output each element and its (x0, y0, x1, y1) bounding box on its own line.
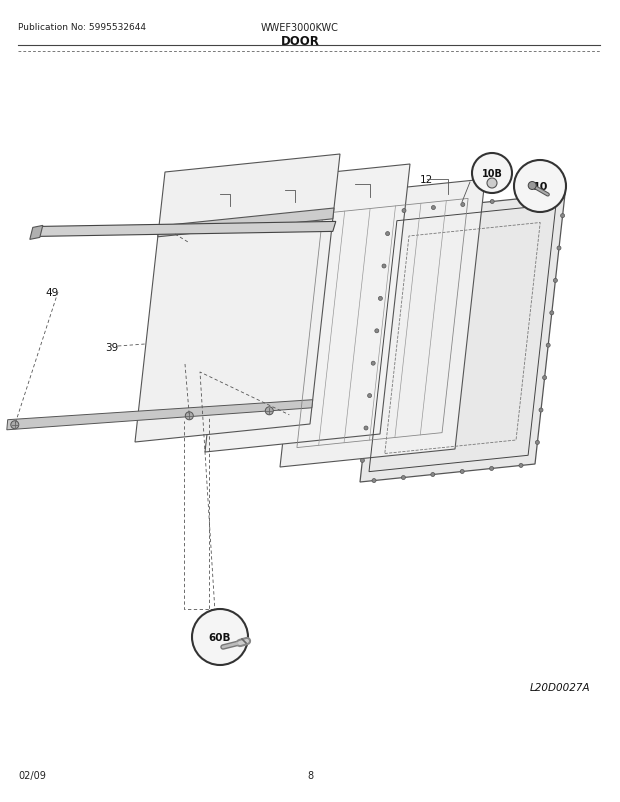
Circle shape (461, 203, 465, 207)
Circle shape (487, 179, 497, 188)
Text: eReplacementParts.com: eReplacementParts.com (219, 376, 371, 389)
Circle shape (460, 470, 464, 474)
Circle shape (364, 427, 368, 431)
Text: 49: 49 (179, 366, 192, 375)
Circle shape (539, 408, 543, 412)
Text: 7: 7 (278, 186, 285, 196)
Circle shape (542, 376, 547, 380)
Text: 8: 8 (307, 770, 313, 780)
Circle shape (519, 464, 523, 468)
Polygon shape (135, 155, 340, 443)
Circle shape (560, 214, 565, 218)
Circle shape (401, 476, 405, 480)
Circle shape (185, 412, 193, 420)
Polygon shape (158, 209, 334, 237)
Polygon shape (38, 222, 336, 237)
Circle shape (372, 479, 376, 483)
Circle shape (520, 197, 524, 201)
Circle shape (432, 206, 435, 210)
Circle shape (490, 200, 494, 205)
Text: 10B: 10B (482, 168, 502, 179)
Text: 13: 13 (162, 231, 175, 241)
Circle shape (371, 362, 375, 366)
Text: L20D0027A: L20D0027A (529, 683, 590, 692)
Circle shape (528, 182, 536, 190)
Circle shape (382, 265, 386, 269)
Text: 02/09: 02/09 (18, 770, 46, 780)
Circle shape (386, 233, 389, 237)
Circle shape (192, 610, 248, 665)
Circle shape (549, 194, 553, 198)
Text: 10: 10 (533, 182, 547, 192)
Polygon shape (205, 164, 410, 452)
Circle shape (472, 154, 512, 194)
Text: Publication No: 5995532644: Publication No: 5995532644 (18, 23, 146, 32)
Circle shape (402, 209, 406, 213)
Polygon shape (7, 400, 312, 430)
Circle shape (368, 394, 371, 398)
Circle shape (546, 344, 550, 348)
Circle shape (360, 459, 365, 463)
Circle shape (11, 421, 19, 429)
Text: 9: 9 (348, 180, 355, 190)
Polygon shape (360, 195, 565, 482)
Polygon shape (30, 226, 43, 240)
Text: 12: 12 (420, 175, 433, 184)
Circle shape (554, 279, 557, 283)
Text: 39: 39 (105, 342, 118, 353)
Circle shape (375, 330, 379, 334)
Text: DOOR: DOOR (281, 35, 319, 48)
Polygon shape (280, 180, 485, 468)
Circle shape (431, 473, 435, 477)
Circle shape (378, 297, 383, 301)
Text: 6: 6 (215, 190, 221, 200)
Circle shape (514, 160, 566, 213)
Circle shape (490, 467, 494, 471)
Circle shape (557, 247, 561, 251)
Circle shape (265, 407, 273, 415)
Text: 60B: 60B (209, 632, 231, 642)
Text: 49: 49 (45, 288, 58, 298)
Circle shape (550, 311, 554, 315)
Circle shape (536, 441, 539, 445)
Text: WWEF3000KWC: WWEF3000KWC (261, 23, 339, 33)
